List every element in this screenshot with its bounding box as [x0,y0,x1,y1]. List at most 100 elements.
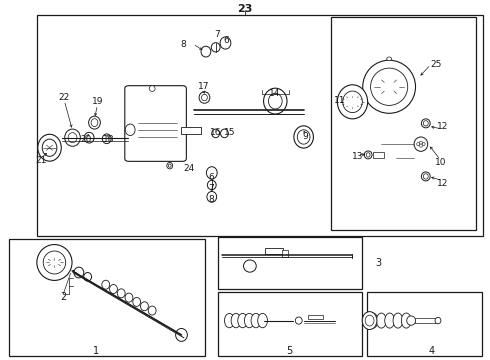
Ellipse shape [401,313,411,328]
FancyBboxPatch shape [125,86,186,161]
Text: 14: 14 [269,89,280,98]
Ellipse shape [244,260,256,272]
Text: 7: 7 [208,184,214,193]
Text: 8: 8 [208,195,214,204]
Bar [37,15,483,235]
Bar [218,237,362,289]
Ellipse shape [84,132,94,143]
Ellipse shape [74,267,84,278]
Ellipse shape [206,167,217,179]
Bar [9,239,205,356]
Ellipse shape [37,244,72,280]
Ellipse shape [368,313,378,328]
Text: 12: 12 [437,122,448,131]
Ellipse shape [212,129,220,138]
Text: 5: 5 [286,346,292,356]
Ellipse shape [110,284,118,293]
Ellipse shape [224,314,234,328]
Ellipse shape [366,153,370,157]
Ellipse shape [201,94,207,101]
Ellipse shape [419,141,422,144]
Ellipse shape [84,273,92,281]
Bar [367,292,482,356]
Text: 4: 4 [429,346,435,356]
Ellipse shape [201,46,211,57]
Text: 17: 17 [198,82,209,91]
Ellipse shape [362,312,377,329]
Ellipse shape [387,57,392,60]
Text: 25: 25 [430,60,441,69]
Ellipse shape [419,144,422,147]
Text: 2: 2 [60,292,66,302]
Ellipse shape [89,116,100,129]
Ellipse shape [149,86,155,91]
Ellipse shape [175,328,187,341]
Ellipse shape [211,42,220,52]
Text: 6: 6 [223,36,229,45]
Text: 19: 19 [92,97,103,106]
Text: 23: 23 [237,4,253,14]
Ellipse shape [294,126,314,148]
Ellipse shape [269,93,282,109]
Ellipse shape [264,88,287,114]
Ellipse shape [125,293,133,302]
Bar [181,127,201,134]
Ellipse shape [245,314,254,328]
Text: 6: 6 [208,173,214,182]
Ellipse shape [38,134,61,161]
Text: 21: 21 [36,156,47,165]
Text: 7: 7 [214,30,220,39]
Ellipse shape [168,164,171,167]
Text: 20: 20 [80,135,92,144]
Ellipse shape [125,124,135,135]
Bar [265,248,283,254]
Ellipse shape [416,143,419,146]
Ellipse shape [207,180,216,190]
Text: 1: 1 [93,346,99,356]
Ellipse shape [297,130,310,144]
Text: 8: 8 [180,40,186,49]
Ellipse shape [65,129,80,146]
Text: 18: 18 [103,135,115,144]
Ellipse shape [199,92,210,103]
Text: 12: 12 [437,179,448,188]
Text: 3: 3 [375,258,381,268]
Ellipse shape [422,143,425,146]
Ellipse shape [42,139,57,156]
Text: 13: 13 [352,152,363,161]
Ellipse shape [365,315,374,326]
Ellipse shape [414,137,428,151]
Ellipse shape [258,314,268,328]
Bar [282,250,288,257]
Ellipse shape [141,302,148,311]
Text: 9: 9 [303,132,309,141]
Bar [308,315,323,319]
Ellipse shape [148,306,156,315]
Ellipse shape [117,289,125,298]
Ellipse shape [220,37,231,49]
Text: 24: 24 [183,164,195,173]
Ellipse shape [376,313,386,328]
Ellipse shape [68,133,77,143]
Bar [373,152,384,158]
Text: 10: 10 [435,158,446,167]
Ellipse shape [102,134,111,144]
Ellipse shape [421,172,430,181]
Ellipse shape [43,251,66,274]
Ellipse shape [363,60,416,113]
Text: 11: 11 [334,96,345,105]
Ellipse shape [207,192,217,202]
Bar [415,319,436,323]
Ellipse shape [295,317,302,324]
Ellipse shape [337,85,368,119]
Ellipse shape [343,91,362,113]
Ellipse shape [435,318,441,324]
Ellipse shape [423,121,428,126]
Ellipse shape [423,174,428,179]
Ellipse shape [167,162,172,169]
Ellipse shape [364,151,372,159]
Ellipse shape [370,68,408,105]
Bar [331,17,476,230]
Ellipse shape [220,129,228,138]
Bar [218,292,362,356]
